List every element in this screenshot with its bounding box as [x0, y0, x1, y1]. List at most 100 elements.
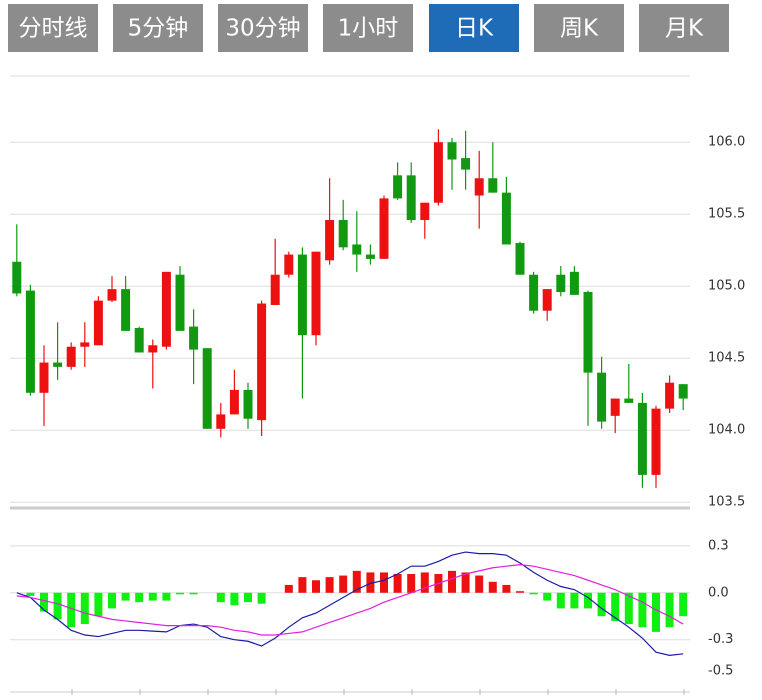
tab[interactable]: 30分钟 — [218, 4, 308, 52]
tab[interactable]: 分时线 — [8, 4, 98, 52]
macd-bar — [216, 592, 225, 603]
y-tick-label: 105.5 — [708, 207, 745, 222]
candle — [148, 339, 158, 389]
candle — [66, 342, 76, 370]
candle — [529, 271, 539, 314]
y-tick-label: -0.5 — [708, 664, 733, 679]
candle-body — [474, 178, 484, 196]
candle — [488, 142, 498, 193]
candle-body — [665, 382, 675, 409]
macd-bar — [257, 592, 266, 604]
candle-body — [148, 345, 158, 353]
tab-background[interactable] — [113, 4, 203, 52]
candle — [229, 369, 239, 415]
candle-body — [488, 178, 498, 193]
candle-body — [420, 202, 430, 220]
macd-bar — [393, 573, 402, 593]
tab-label[interactable]: 月K — [665, 16, 704, 42]
tab[interactable]: 5分钟 — [113, 4, 203, 52]
candle-body — [134, 328, 144, 353]
candle-body — [393, 175, 403, 199]
candle — [93, 296, 103, 346]
candle-body — [610, 398, 620, 416]
candle-body — [270, 274, 280, 305]
chart: 106.0 105.5 105.0 104.5 104.0 103.5 0.3 0.0 -0.3… — [10, 75, 745, 695]
candle-body — [284, 254, 294, 275]
tab-background[interactable] — [323, 4, 413, 52]
candle — [461, 130, 471, 190]
candle — [297, 247, 307, 399]
candle-body — [107, 289, 117, 301]
tab-background[interactable] — [218, 4, 308, 52]
candle — [597, 356, 607, 429]
y-tick-label: 0.0 — [708, 585, 729, 600]
candle — [406, 162, 416, 223]
tab-background[interactable] — [429, 4, 519, 52]
macd-bar — [584, 592, 592, 609]
candle-body — [93, 300, 103, 346]
candle — [284, 251, 294, 278]
tab[interactable]: 月K — [639, 4, 729, 52]
candle — [637, 392, 647, 488]
tab-label[interactable]: 30分钟 — [225, 16, 300, 42]
candle — [80, 322, 90, 367]
y-tick-label: 104.0 — [708, 423, 745, 438]
tab-label[interactable]: 周K — [560, 16, 599, 42]
candle-body — [53, 362, 63, 367]
y-tick-label: 106.0 — [708, 135, 745, 150]
macd-bar — [230, 592, 239, 606]
candle-body — [352, 244, 362, 255]
candle — [338, 199, 348, 251]
candle — [216, 402, 226, 438]
macd-bar — [148, 592, 157, 601]
macd-bar — [189, 592, 198, 595]
candle — [624, 364, 634, 403]
macd-bar — [516, 591, 524, 593]
macd-bar — [135, 592, 144, 603]
tab-label[interactable]: 日K — [455, 16, 494, 42]
macd-bar — [407, 573, 416, 593]
macd-bar — [611, 592, 620, 621]
macd-line — [16, 551, 684, 656]
tab-label[interactable]: 分时线 — [19, 16, 88, 42]
candle — [270, 238, 280, 305]
macd-bar — [352, 570, 361, 593]
tab[interactable]: 周K — [534, 4, 624, 52]
tab[interactable]: 日K — [429, 4, 519, 52]
macd-bar — [380, 572, 388, 593]
macd-bar — [420, 572, 429, 593]
tab-background[interactable] — [8, 4, 98, 52]
candle — [542, 289, 552, 321]
tab-label[interactable]: 1小时 — [338, 16, 399, 42]
macd-bar — [284, 584, 293, 593]
candle-body — [583, 292, 593, 373]
macd-bar — [638, 592, 647, 628]
macd-bar — [556, 592, 565, 609]
candle — [325, 178, 335, 265]
tab-background[interactable] — [534, 4, 624, 52]
candle-body — [624, 398, 634, 403]
macd-bar — [312, 580, 320, 593]
candle — [556, 266, 566, 297]
macd-bar — [597, 592, 606, 617]
y-tick-label: 103.5 — [708, 495, 745, 510]
macd-bar — [543, 592, 552, 601]
tab-label[interactable]: 5分钟 — [128, 16, 189, 42]
candle-body — [121, 289, 131, 331]
candle-body — [39, 362, 49, 393]
candle-body — [243, 389, 253, 419]
candle-body — [25, 290, 35, 393]
candle — [379, 195, 389, 259]
macd-bar — [366, 572, 375, 593]
macd-line — [16, 563, 684, 636]
candle-body — [637, 402, 647, 475]
candle-body — [461, 158, 471, 170]
candle-body — [556, 274, 566, 292]
candle-body — [66, 346, 76, 367]
tab[interactable]: 1小时 — [323, 4, 413, 52]
candle-body — [529, 274, 539, 311]
tab-background[interactable] — [639, 4, 729, 52]
macd-bar — [665, 592, 674, 628]
macd-bar — [448, 570, 456, 593]
